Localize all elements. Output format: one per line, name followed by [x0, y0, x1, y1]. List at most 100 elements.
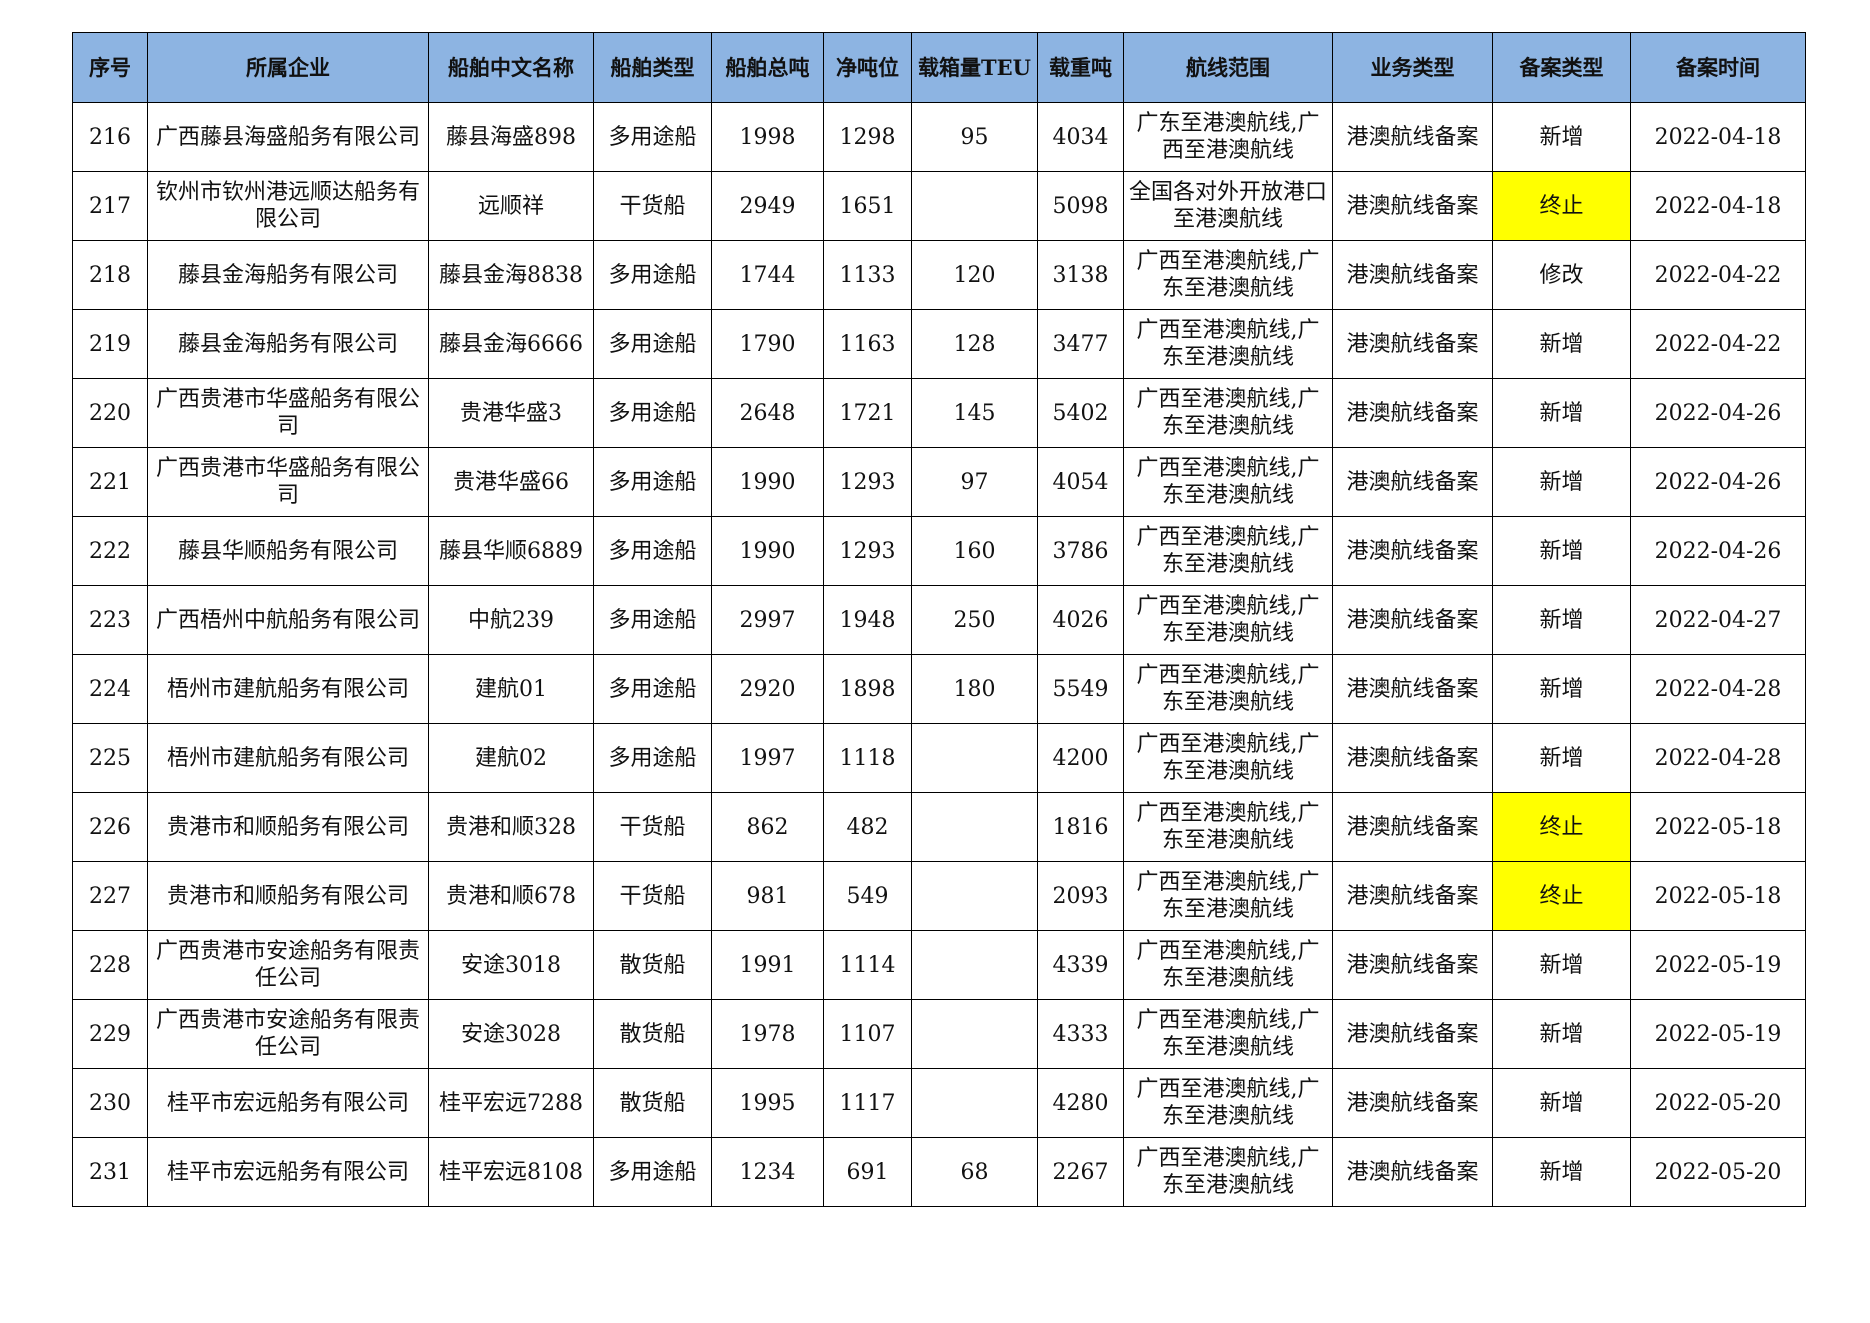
- table-cell: 藤县海盛898: [428, 102, 594, 172]
- table-cell: 225: [72, 723, 148, 793]
- table-cell: 97: [911, 447, 1038, 517]
- table-cell: 482: [823, 792, 912, 862]
- table-cell: 贵港市和顺船务有限公司: [147, 861, 429, 931]
- table-row: 217 钦州市钦州港远顺达船务有限公司 远顺祥 干货船 2949 1651 5098 全国各对…: [72, 171, 1806, 241]
- table-cell: 2022-04-22: [1630, 309, 1806, 379]
- table-cell: 4280: [1037, 1068, 1124, 1138]
- header-cell: 载箱量TEU: [911, 32, 1038, 103]
- table-cell: 广西至港澳航线,广东至港澳航线: [1123, 585, 1333, 655]
- table-cell: 4200: [1037, 723, 1124, 793]
- table-cell: 干货船: [593, 171, 712, 241]
- table-cell: 2022-04-18: [1630, 102, 1806, 172]
- table-cell: 217: [72, 171, 148, 241]
- table-cell: 1990: [711, 447, 824, 517]
- table-cell: 1998: [711, 102, 824, 172]
- table-cell: 1997: [711, 723, 824, 793]
- table-cell: 贵港华盛3: [428, 378, 594, 448]
- table-cell: 2997: [711, 585, 824, 655]
- table-cell: 建航02: [428, 723, 594, 793]
- table-cell: 钦州市钦州港远顺达船务有限公司: [147, 171, 429, 241]
- table-cell: 120: [911, 240, 1038, 310]
- table-cell: 219: [72, 309, 148, 379]
- table-cell: 干货船: [593, 861, 712, 931]
- table-cell: 2022-04-26: [1630, 447, 1806, 517]
- table-cell: 549: [823, 861, 912, 931]
- table-row: 223 广西梧州中航船务有限公司 中航239 多用途船 2997 1948 250 4026 广…: [72, 585, 1806, 655]
- highlighted-cell: 终止: [1492, 171, 1631, 241]
- table-cell: 4054: [1037, 447, 1124, 517]
- table-row: 225 梧州市建航船务有限公司 建航02 多用途船 1997 1118 4200 广西至港澳航…: [72, 723, 1806, 793]
- table-cell: 贵港和顺328: [428, 792, 594, 862]
- table-cell: 藤县华顺船务有限公司: [147, 516, 429, 586]
- table-cell: 4339: [1037, 930, 1124, 1000]
- table-cell: 广西至港澳航线,广东至港澳航线: [1123, 1068, 1333, 1138]
- table-cell: 5549: [1037, 654, 1124, 724]
- table-cell: 安途3028: [428, 999, 594, 1069]
- table-cell: 2022-04-26: [1630, 378, 1806, 448]
- table-cell: 新增: [1492, 447, 1631, 517]
- table-cell: 新增: [1492, 309, 1631, 379]
- table-cell: 1298: [823, 102, 912, 172]
- header-cell: 船舶中文名称: [428, 32, 594, 103]
- table-cell: 建航01: [428, 654, 594, 724]
- table-cell: 港澳航线备案: [1332, 171, 1493, 241]
- table-cell: 250: [911, 585, 1038, 655]
- table-cell: 216: [72, 102, 148, 172]
- header-cell: 船舶类型: [593, 32, 712, 103]
- table-cell: 藤县金海8838: [428, 240, 594, 310]
- table-cell: 2022-05-20: [1630, 1137, 1806, 1207]
- table-row: 227 贵港市和顺船务有限公司 贵港和顺678 干货船 981 549 2093 广西至港澳航…: [72, 861, 1806, 931]
- table-cell: 藤县金海6666: [428, 309, 594, 379]
- record-table: 序号 所属企业 船舶中文名称 船舶类型 船舶总吨 净吨位 载箱量TEU 载重吨 航线范围 业务类型…: [72, 32, 1806, 1207]
- table-cell: 2022-05-19: [1630, 930, 1806, 1000]
- table-cell: 1114: [823, 930, 912, 1000]
- table-cell: 1978: [711, 999, 824, 1069]
- table-cell: 港澳航线备案: [1332, 378, 1493, 448]
- table-cell: 港澳航线备案: [1332, 930, 1493, 1000]
- table-cell: 广西贵港市华盛船务有限公司: [147, 378, 429, 448]
- table-cell: 桂平市宏远船务有限公司: [147, 1068, 429, 1138]
- table-cell: 229: [72, 999, 148, 1069]
- table-cell: 全国各对外开放港口至港澳航线: [1123, 171, 1333, 241]
- table-cell: 1293: [823, 447, 912, 517]
- table-cell: 多用途船: [593, 585, 712, 655]
- table-cell: 5098: [1037, 171, 1124, 241]
- table-cell: 新增: [1492, 378, 1631, 448]
- table-cell: 230: [72, 1068, 148, 1138]
- table-cell: 2022-05-19: [1630, 999, 1806, 1069]
- table-cell: 广西贵港市华盛船务有限公司: [147, 447, 429, 517]
- table-cell: 4034: [1037, 102, 1124, 172]
- table-cell: 862: [711, 792, 824, 862]
- table-cell: 231: [72, 1137, 148, 1207]
- table-cell: 广西至港澳航线,广东至港澳航线: [1123, 654, 1333, 724]
- table-cell: 远顺祥: [428, 171, 594, 241]
- table-cell: 中航239: [428, 585, 594, 655]
- header-row: 序号 所属企业 船舶中文名称 船舶类型 船舶总吨 净吨位 载箱量TEU 载重吨 航线范围 业务类型…: [72, 32, 1806, 103]
- header-cell: 航线范围: [1123, 32, 1333, 103]
- empty-cell: [911, 930, 1038, 1000]
- table-cell: 新增: [1492, 1068, 1631, 1138]
- table-cell: 新增: [1492, 654, 1631, 724]
- table-cell: 145: [911, 378, 1038, 448]
- header-cell: 备案类型: [1492, 32, 1631, 103]
- table-cell: 港澳航线备案: [1332, 723, 1493, 793]
- table-cell: 广西至港澳航线,广东至港澳航线: [1123, 378, 1333, 448]
- table-cell: 桂平宏远8108: [428, 1137, 594, 1207]
- table-cell: 桂平市宏远船务有限公司: [147, 1137, 429, 1207]
- highlighted-cell: 终止: [1492, 792, 1631, 862]
- table-cell: 221: [72, 447, 148, 517]
- table-cell: 港澳航线备案: [1332, 102, 1493, 172]
- table-row: 218 藤县金海船务有限公司 藤县金海8838 多用途船 1744 1133 120 3138…: [72, 240, 1806, 310]
- table-cell: 新增: [1492, 999, 1631, 1069]
- table-cell: 多用途船: [593, 654, 712, 724]
- table-cell: 港澳航线备案: [1332, 861, 1493, 931]
- table-row: 228 广西贵港市安途船务有限责任公司 安途3018 散货船 1991 1114 4339 广…: [72, 930, 1806, 1000]
- table-cell: 散货船: [593, 930, 712, 1000]
- table-cell: 新增: [1492, 1137, 1631, 1207]
- table-cell: 港澳航线备案: [1332, 1068, 1493, 1138]
- empty-cell: [911, 861, 1038, 931]
- table-cell: 多用途船: [593, 378, 712, 448]
- table-cell: 3786: [1037, 516, 1124, 586]
- table-cell: 广西至港澳航线,广东至港澳航线: [1123, 516, 1333, 586]
- highlighted-cell: 终止: [1492, 861, 1631, 931]
